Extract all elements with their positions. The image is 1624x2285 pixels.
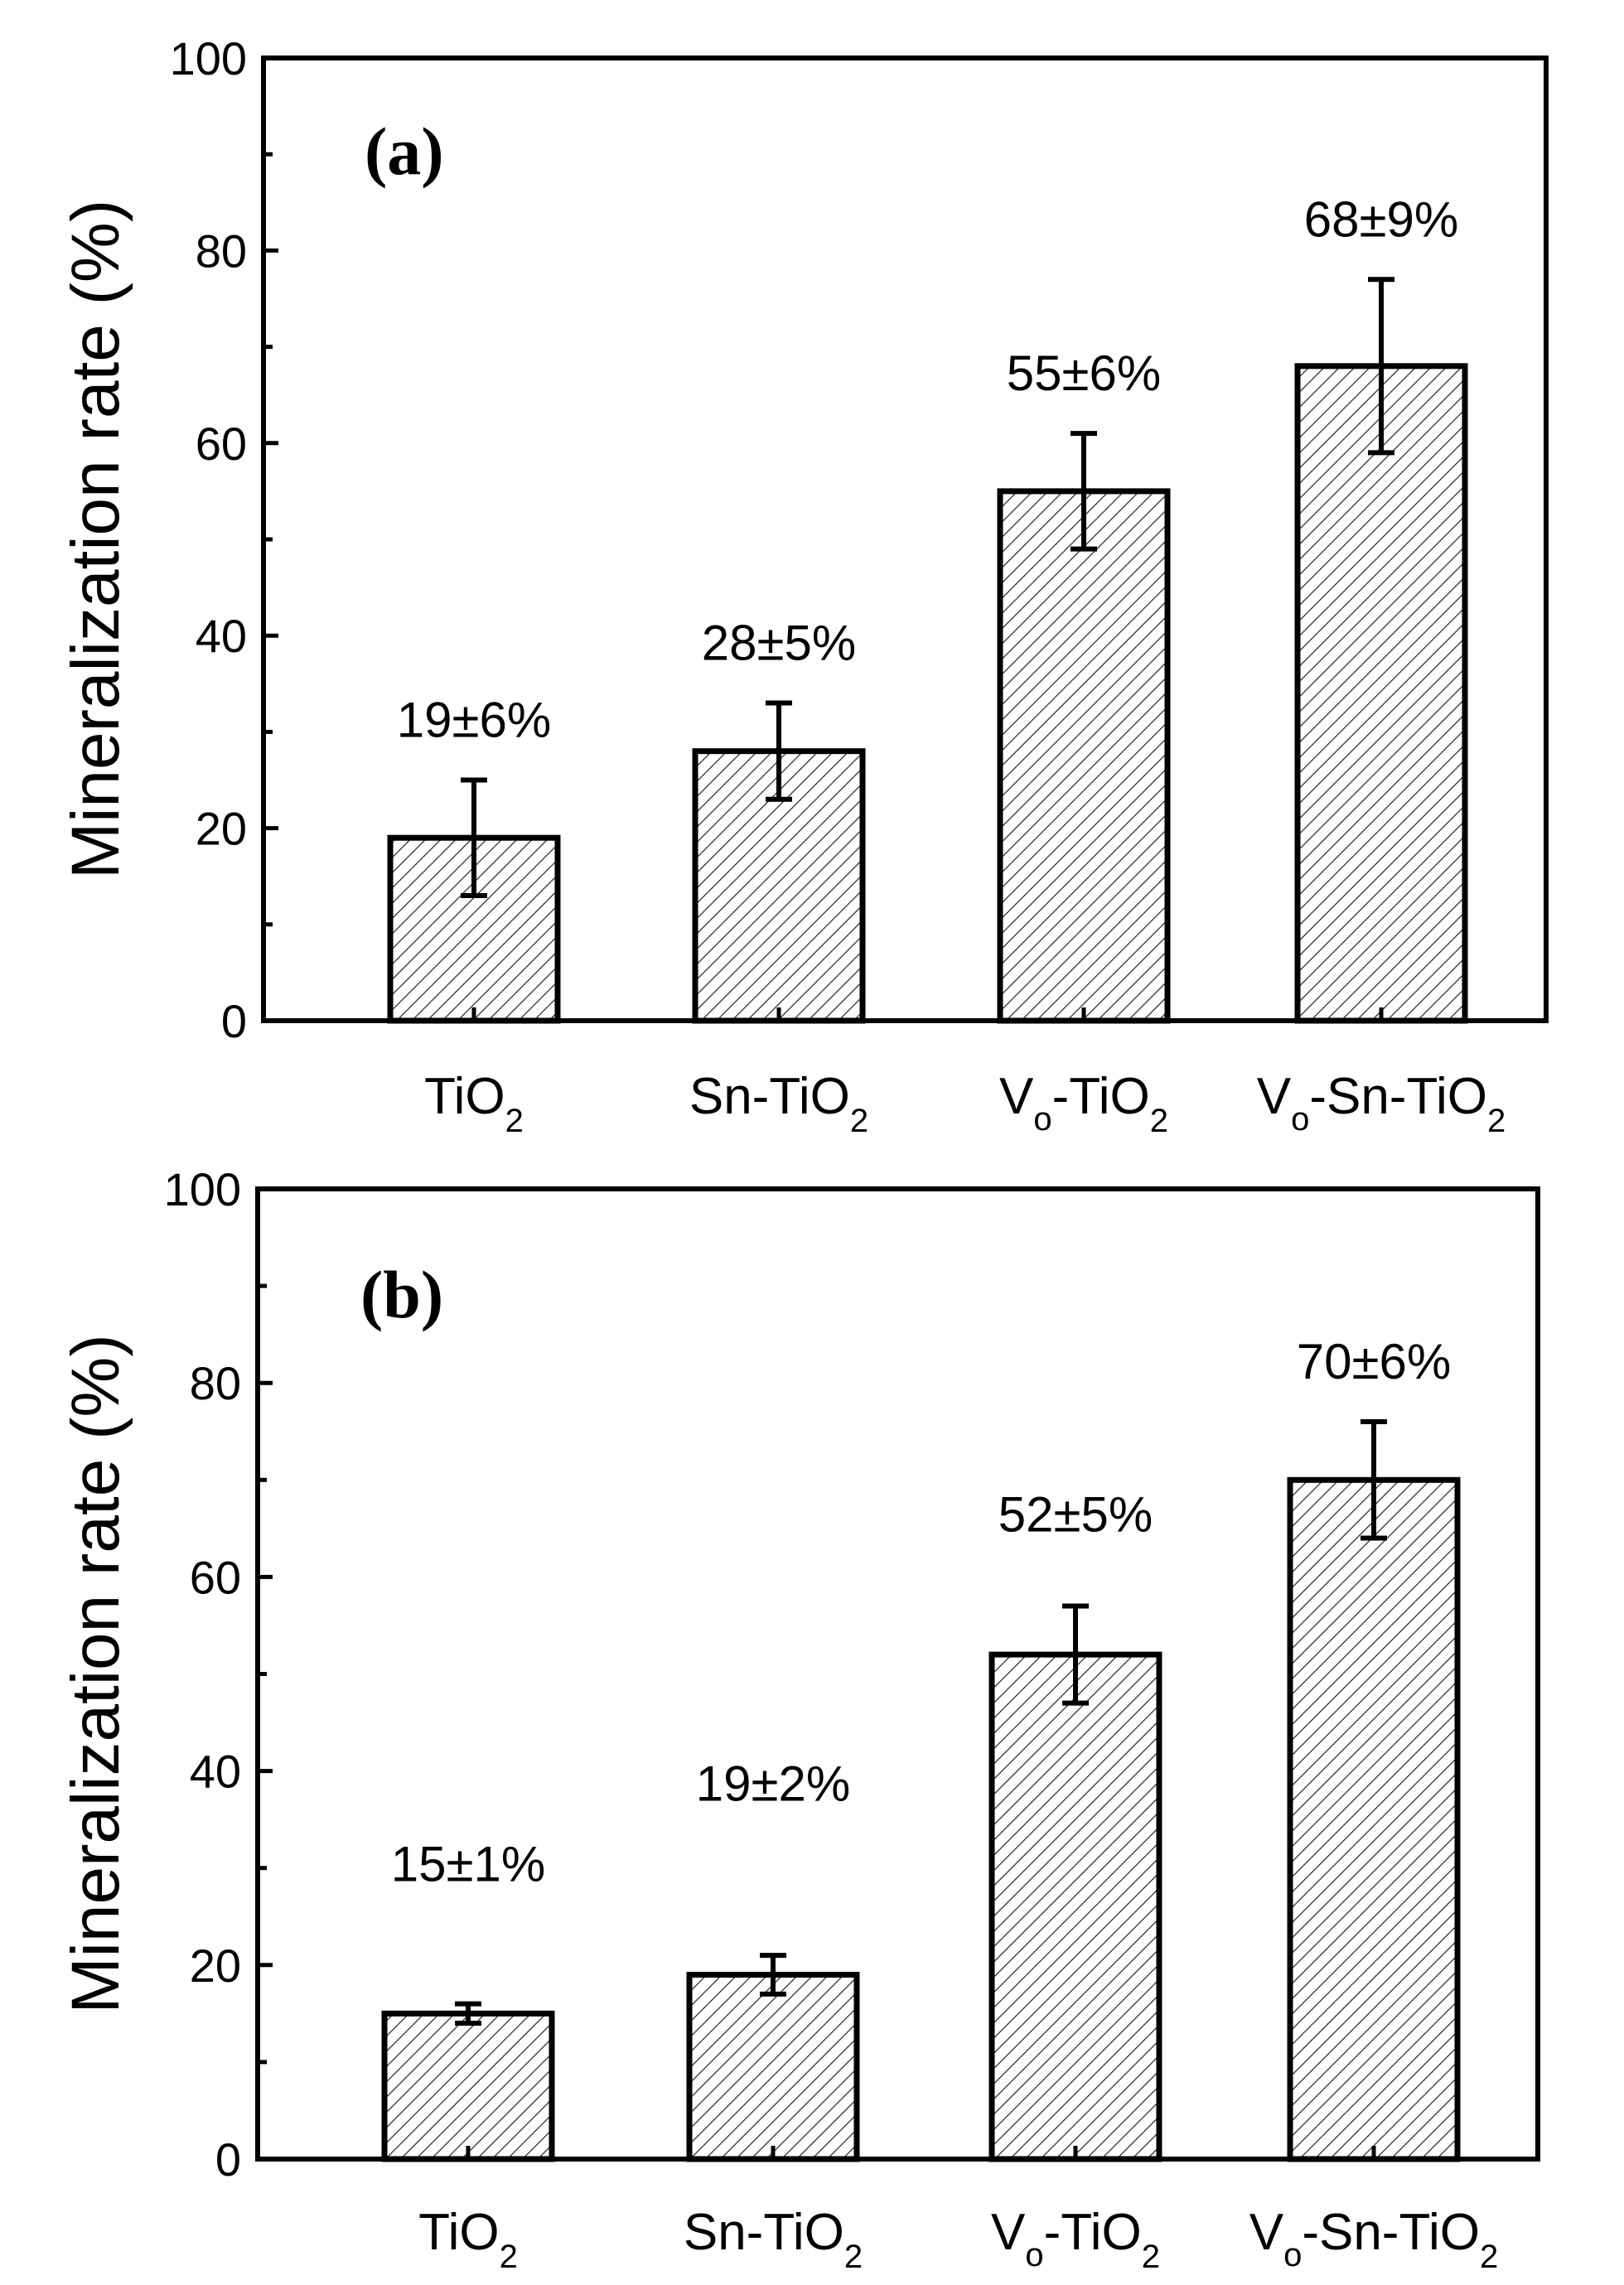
- error-bar-3: [1062, 1603, 1089, 1706]
- category-prefix-subscript: o: [1291, 1101, 1309, 1138]
- category-base: -TiO: [1052, 1068, 1150, 1125]
- category-subscript: 2: [850, 1103, 868, 1139]
- y-tick-label: 20: [190, 1940, 241, 1992]
- data-label-3: 52±5%: [998, 1487, 1153, 1543]
- panel-label: (a): [365, 114, 444, 189]
- bar-3: [997, 488, 1171, 1024]
- category-label-4: Vo-Sn-TiO2: [1257, 1068, 1506, 1139]
- category-prefix: V: [999, 1068, 1034, 1125]
- category-label-2: Sn-TiO2: [684, 2204, 863, 2275]
- y-tick-label: 0: [221, 995, 247, 1047]
- y-axis-title: Mineralization rate (%): [58, 200, 133, 879]
- category-label-1: TiO2: [418, 2204, 518, 2275]
- y-tick-label: 40: [190, 1746, 241, 1798]
- category-subscript: 2: [500, 2239, 518, 2275]
- category-base: TiO: [424, 1068, 505, 1125]
- category-label-2: Sn-TiO2: [689, 1068, 868, 1139]
- data-label-4: 68±9%: [1304, 191, 1458, 247]
- category-subscript: 2: [1142, 2239, 1160, 2275]
- y-tick-label: 100: [164, 1163, 241, 1215]
- y-tick-label: 20: [196, 803, 247, 855]
- error-bar-2: [760, 1953, 786, 1997]
- category-subscript: 2: [505, 1103, 524, 1139]
- category-prefix-subscript: o: [1283, 2237, 1302, 2273]
- category-label-3: Vo-TiO2: [999, 1068, 1168, 1139]
- category-base: TiO: [418, 2204, 500, 2261]
- error-bar-3: [1071, 431, 1097, 552]
- category-prefix: V: [1257, 1068, 1292, 1125]
- category-base: -Sn-TiO: [1302, 2204, 1480, 2261]
- error-bar-4: [1368, 277, 1394, 456]
- y-tick-label: 60: [196, 418, 247, 470]
- error-bar-2: [766, 700, 792, 802]
- error-bar-1: [461, 777, 487, 898]
- category-subscript: 2: [844, 2239, 863, 2275]
- error-bar-4: [1361, 1419, 1387, 1541]
- category-prefix-subscript: o: [1025, 2237, 1043, 2273]
- category-prefix: V: [991, 2204, 1026, 2261]
- y-axis: 0 20 40 60 80 100: [164, 1163, 273, 2186]
- category-subscript: 2: [1480, 2239, 1498, 2275]
- error-bar-1: [455, 2001, 481, 2027]
- data-label-2: 28±5%: [702, 616, 856, 671]
- data-label-4: 70±6%: [1297, 1334, 1451, 1389]
- bar-1: [381, 2010, 555, 2162]
- data-label-2: 19±2%: [696, 1756, 850, 1812]
- bar-4: [1294, 363, 1468, 1024]
- category-base: Sn-TiO: [684, 2204, 844, 2261]
- category-subscript: 2: [1487, 1103, 1506, 1139]
- y-axis: 0 20 40 60 80 100: [170, 32, 278, 1047]
- category-label-1: TiO2: [424, 1068, 524, 1139]
- panel-label: (b): [360, 1257, 443, 1332]
- bar-3: [988, 1651, 1162, 2162]
- category-subscript: 2: [1150, 1103, 1168, 1139]
- y-tick-label: 40: [196, 610, 247, 662]
- category-base: Sn-TiO: [689, 1068, 850, 1125]
- y-tick-label: 80: [190, 1357, 241, 1409]
- y-tick-label: 60: [190, 1551, 241, 1603]
- data-label-3: 55±6%: [1007, 345, 1161, 401]
- category-prefix: V: [1249, 2204, 1284, 2261]
- data-label-1: 15±1%: [391, 1836, 545, 1891]
- category-prefix-subscript: o: [1033, 1101, 1051, 1138]
- data-label-1: 19±6%: [397, 693, 551, 748]
- y-tick-label: 80: [196, 225, 247, 277]
- bar-2: [686, 1972, 860, 2162]
- category-base: -Sn-TiO: [1309, 1068, 1487, 1125]
- y-tick-label: 0: [215, 2133, 241, 2186]
- category-base: -TiO: [1044, 2204, 1142, 2261]
- bar-4: [1287, 1476, 1461, 2162]
- category-label-4: Vo-Sn-TiO2: [1249, 2204, 1499, 2275]
- category-label-3: Vo-TiO2: [991, 2204, 1160, 2275]
- y-axis-title: Mineralization rate (%): [58, 1334, 133, 2013]
- y-tick-label: 100: [170, 32, 247, 85]
